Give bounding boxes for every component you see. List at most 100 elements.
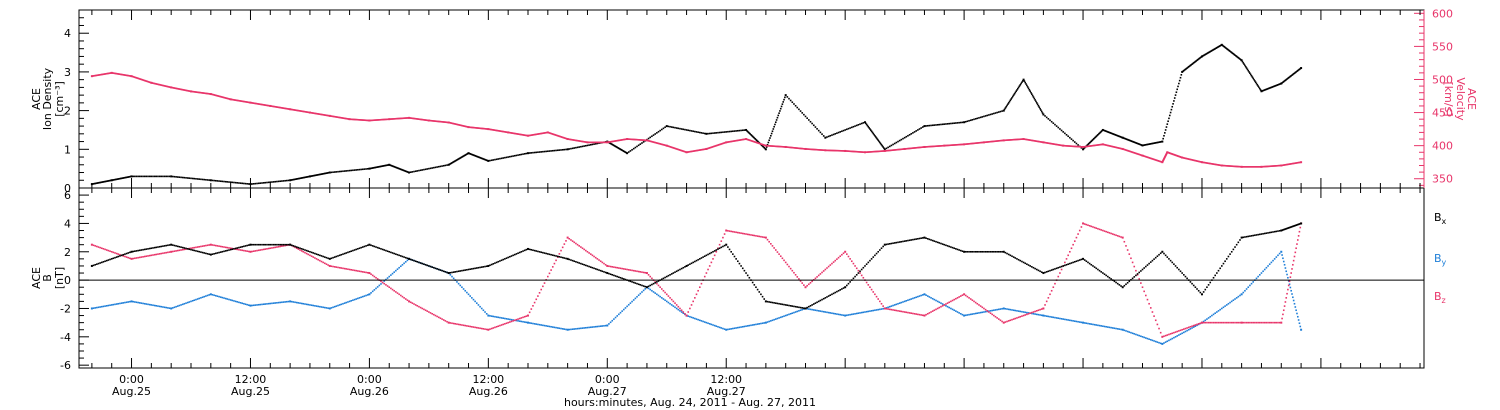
velocity-trace-dot [410,117,413,119]
bz-trace-dot [224,246,227,249]
bz-trace-dot [589,253,592,255]
velocity-trace-dot [332,115,334,118]
velocity-trace-dot [1152,158,1155,160]
bx-trace-dot [613,274,615,277]
bx-point [1002,250,1005,253]
bx-trace-dot [264,243,267,246]
velocity-trace-dot [625,138,628,140]
velocity-trace-dot [808,148,810,150]
velocity-trace-dot [1276,164,1278,167]
velocity-trace-dot [1259,166,1262,168]
density-trace-dot [553,149,556,152]
bz-trace-dot [1064,261,1066,264]
velocity-trace-dot [822,149,824,151]
density-trace-dot [1012,94,1015,96]
density-trace-dot [1252,77,1254,80]
density-trace-dot [959,121,962,124]
velocity-trace-dot [887,149,889,152]
bz-trace-dot [941,305,944,307]
velocity-trace-dot [379,118,381,121]
velocity-trace-dot [1217,164,1220,166]
velocity-trace-dot [820,149,823,151]
bz-trace-dot [733,231,736,233]
velocity-trace-dot [186,89,189,92]
density-trace-dot [266,181,268,184]
velocity-trace-dot [99,73,101,76]
velocity-trace-dot [494,129,497,132]
velocity-trace-dot [485,128,488,130]
density-point [963,121,966,124]
velocity-trace-dot [1021,138,1024,140]
bx-trace-dot [489,264,491,267]
density-point [1181,70,1184,73]
velocity-trace-dot [184,89,187,92]
bx-trace-dot [599,269,602,272]
bz-trace-dot [613,266,615,268]
density-trace-dot [1052,122,1055,124]
density-trace-dot [1240,58,1242,61]
by-trace-dot [576,327,579,330]
density-trace-dot [550,150,552,152]
density-trace-dot [1007,102,1010,104]
bz-trace-dot [632,269,635,272]
velocity-trace-dot [1205,162,1207,164]
density-trace-dot [1129,139,1131,142]
velocity-trace-dot [1136,153,1139,155]
by-trace-dot [494,315,496,318]
density-trace-dot [642,141,645,143]
velocity-trace-dot [764,144,766,147]
velocity-trace-dot [1159,160,1162,163]
velocity-trace-dot [744,138,747,140]
velocity-trace-dot [352,118,354,121]
by-trace-dot [452,277,455,280]
density-trace-dot [1072,139,1074,142]
velocity-trace-dot [259,103,262,106]
by-trace-dot [903,300,906,303]
bz-trace-dot [1026,313,1028,316]
by-trace-dot [1234,298,1236,300]
velocity-trace-dot [1267,165,1269,168]
by-trace-dot [811,308,813,311]
bx-trace-dot [520,250,523,253]
bx-trace-dot [1017,258,1020,261]
by-trace-dot [649,288,652,291]
bz-trace-dot [325,263,328,265]
bx-trace-dot [741,267,744,270]
velocity-trace-dot [796,147,799,149]
velocity-trace-dot [667,145,670,148]
velocity-trace-dot [532,134,534,136]
bz-trace-dot [537,295,539,297]
density-trace-dot [736,129,739,132]
by-trace-dot [500,317,503,319]
by-trace-dot [467,293,470,296]
velocity-trace-dot [471,126,474,129]
velocity-trace-dot [702,148,704,151]
by-trace-dot [991,309,993,312]
by-point [526,321,529,324]
by-trace-dot [570,328,572,331]
velocity-trace-dot [1282,164,1285,166]
bx-point [963,250,966,253]
density-trace-dot [390,164,393,167]
velocity-trace-dot [1009,139,1012,141]
density-point [408,171,411,174]
velocity-trace-dot [722,142,724,145]
bz-trace-dot [732,230,734,233]
bz-trace-dot [360,270,362,273]
bz-trace-dot [1293,255,1296,258]
velocity-trace-dot [392,118,395,120]
velocity-trace-dot [214,94,217,97]
bx-trace-dot [186,248,189,250]
density-trace-dot [304,176,306,179]
bx-trace-dot [822,297,825,300]
bz-trace-dot [357,270,359,272]
bx-trace-dot [619,276,622,279]
by-trace-dot [1184,330,1187,333]
by-trace-dot [969,313,972,316]
density-trace-dot [244,182,247,185]
bx-trace-dot [974,250,977,253]
velocity-trace-dot [888,149,891,152]
bx-trace-dot [930,239,932,241]
density-trace-dot [510,155,513,158]
velocity-trace-dot [260,103,263,106]
